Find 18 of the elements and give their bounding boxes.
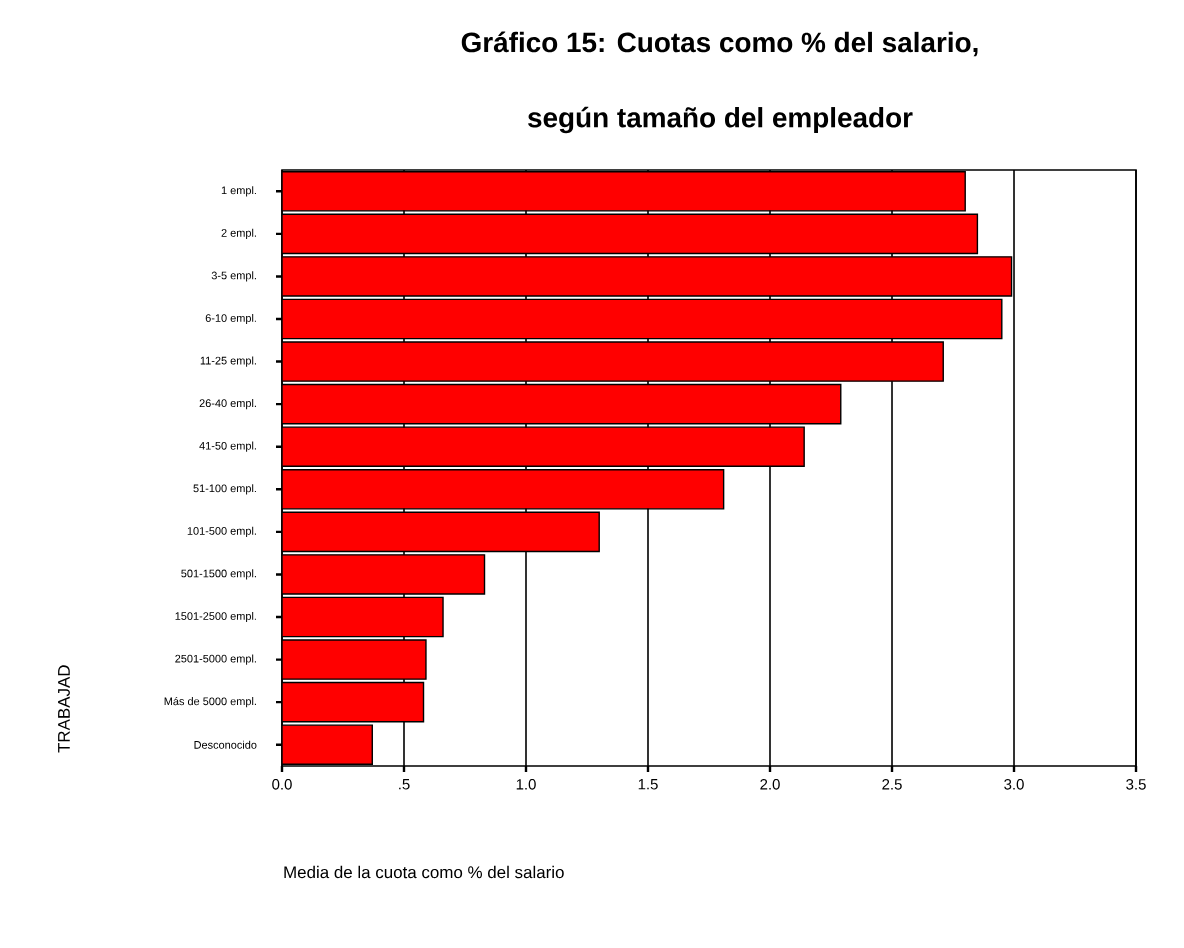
text: TRABAJAD [58, 665, 70, 753]
bar [282, 256, 1013, 297]
bar [282, 341, 944, 382]
bar [282, 639, 427, 680]
bar [282, 554, 486, 595]
bar [282, 426, 805, 467]
bar [282, 213, 979, 255]
bar [282, 383, 842, 425]
bar [282, 469, 725, 510]
bar [282, 724, 373, 765]
bar [282, 596, 444, 638]
bar [282, 171, 966, 211]
bar [282, 298, 1003, 340]
chart-title: Gráfico 15: Cuotas como % del salario, [461, 31, 978, 57]
chart-subtitle: según tamaño del empleador [527, 106, 913, 134]
bar [282, 511, 600, 553]
bar [282, 681, 425, 723]
x-axis-title: Media de la cuota como % del salario [284, 865, 564, 879]
